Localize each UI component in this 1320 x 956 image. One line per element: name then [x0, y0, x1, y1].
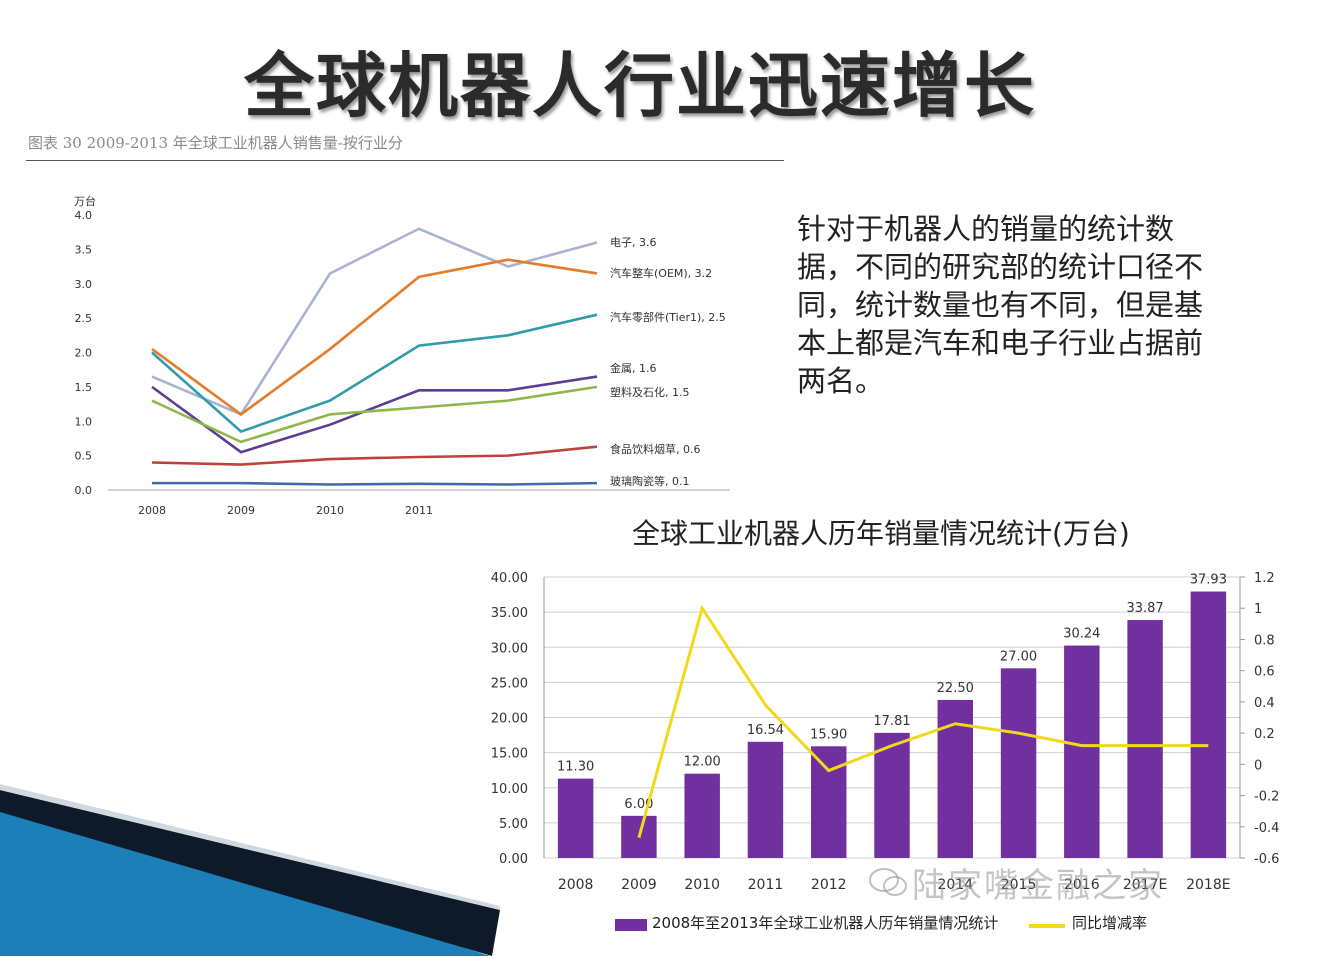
bar-value-label: 15.90: [810, 727, 847, 742]
decorative-wedge: [0, 784, 500, 956]
x-tick-label: 2011: [405, 504, 433, 517]
y-tick-label: 10.00: [491, 782, 528, 797]
caption-divider: [26, 160, 784, 161]
legend-bar-swatch: [615, 919, 647, 931]
y-tick-label: 35.00: [491, 606, 528, 621]
figure-caption: 图表 30 2009-2013 年全球工业机器人销售量-按行业分: [28, 134, 403, 152]
bar-chart-title: 全球工业机器人历年销量情况统计(万台): [632, 517, 1130, 550]
y2-tick-label: 0: [1254, 758, 1262, 773]
legend-bar-label: 2008年至2013年全球工业机器人历年销量情况统计: [652, 914, 999, 932]
y-tick-label: 20.00: [491, 712, 528, 727]
bar-value-label: 11.30: [557, 760, 594, 775]
legend-line-swatch: [1029, 924, 1065, 928]
y2-tick-label: -0.4: [1254, 821, 1279, 836]
y-tick-label: 2.0: [75, 347, 93, 360]
y-tick-label: 3.0: [75, 278, 93, 291]
x-tick-label: 2008: [558, 877, 594, 893]
series-end-label: 玻璃陶瓷等, 0.1: [610, 474, 690, 488]
series-end-label: 电子, 3.6: [610, 236, 657, 249]
global-robot-sales-bar-chart: 0.00 5.00 10.00 15.00 20.00 25.00 30.00 35.00 40…: [491, 571, 1280, 893]
y-tick-label: 1.0: [75, 415, 93, 428]
series-line-6: [152, 481, 598, 486]
growth-rate-line: [637, 604, 1209, 839]
x-tick-label: 2010: [684, 877, 720, 893]
y-tick-label: 0.0: [75, 484, 93, 497]
y-tick-label: 30.00: [491, 641, 528, 656]
watermark: 陆家嘴金融之家: [912, 866, 1164, 906]
bar: [1000, 668, 1037, 858]
y2-tick-label: 1.2: [1254, 571, 1275, 586]
bar-value-label: 16.54: [747, 723, 784, 738]
legend-line-label: 同比增减率: [1072, 914, 1148, 932]
y-tick-label: 15.00: [491, 747, 528, 762]
x-tick-label: 2015: [1001, 877, 1037, 893]
y-axis-unit: 万台: [74, 194, 96, 208]
bar: [874, 732, 910, 858]
series-end-label: 食品饮料烟草, 0.6: [610, 442, 701, 456]
bar: [1127, 620, 1163, 858]
x-tick-label: 2016: [1064, 877, 1100, 893]
description-text: 针对于机器人的销量的统计数据，不同的研究部的统计口径不同，统计数量也有不同，但是…: [797, 212, 1204, 398]
x-tick-label: 2009: [227, 504, 255, 517]
y-tick-label: 0.00: [499, 852, 528, 867]
industry-sales-line-chart: 万台 0.0 0.5 1.0 1.5 2.0 2.5 3.0 3.5 4.0 2008 2009 201…: [74, 194, 730, 517]
y2-tick-label: -0.2: [1254, 790, 1279, 805]
y-tick-label: 0.5: [75, 450, 93, 463]
y-tick-label: 25.00: [491, 676, 528, 691]
y-tick-label: 5.00: [499, 817, 528, 832]
bar-value-label: 33.87: [1126, 601, 1163, 616]
y-tick-label: 1.5: [75, 381, 93, 394]
bar-value-label: 30.24: [1063, 627, 1100, 642]
x-tick-label: 2008: [138, 504, 166, 517]
bar-value-label: 12.00: [684, 755, 721, 770]
bar: [747, 741, 784, 858]
x-tick-label: 2012: [811, 877, 847, 893]
series-line-5: [151, 445, 598, 466]
bar-value-label: 37.93: [1190, 573, 1227, 588]
slide-title: 全球机器人行业迅速增长: [244, 45, 1036, 127]
bar: [1064, 645, 1100, 858]
bar-value-label: 17.81: [873, 714, 910, 729]
series-end-label: 汽车整车(OEM), 3.2: [610, 266, 712, 280]
bar: [1190, 591, 1227, 858]
y2-tick-label: 0.4: [1254, 696, 1275, 711]
x-tick-label: 2017E: [1123, 877, 1167, 893]
y-tick-label: 3.5: [75, 243, 93, 256]
series-end-label: 汽车零部件(Tier1), 2.5: [610, 310, 726, 324]
bar: [557, 778, 594, 858]
series-line-1: [151, 258, 598, 416]
y-tick-label: 40.00: [491, 571, 528, 586]
y2-tick-label: 0.2: [1254, 727, 1275, 742]
bar-value-label: 27.00: [1000, 649, 1037, 664]
x-tick-label: 2014: [937, 877, 973, 893]
series-line-4: [151, 385, 598, 444]
x-tick-label: 2011: [748, 877, 784, 893]
series-line-3: [151, 375, 598, 454]
y-tick-label: 2.5: [75, 312, 93, 325]
bar: [811, 746, 847, 858]
y2-tick-label: 0.8: [1254, 633, 1275, 648]
series-line-2: [151, 313, 598, 434]
bar-value-label: 22.50: [937, 681, 974, 696]
wechat-icon: [869, 868, 907, 896]
x-tick-label: 2009: [621, 877, 657, 893]
y-tick-label: 4.0: [75, 209, 93, 222]
y2-tick-label: 0.6: [1254, 665, 1275, 680]
x-tick-label: 2018E: [1186, 877, 1230, 893]
series-end-label: 金属, 1.6: [610, 361, 657, 375]
bar: [684, 773, 720, 858]
series-end-label: 塑料及石化, 1.5: [610, 385, 690, 399]
x-tick-label: 2010: [316, 504, 344, 517]
y2-tick-label: 1: [1254, 602, 1262, 617]
y2-tick-label: -0.6: [1254, 852, 1279, 867]
